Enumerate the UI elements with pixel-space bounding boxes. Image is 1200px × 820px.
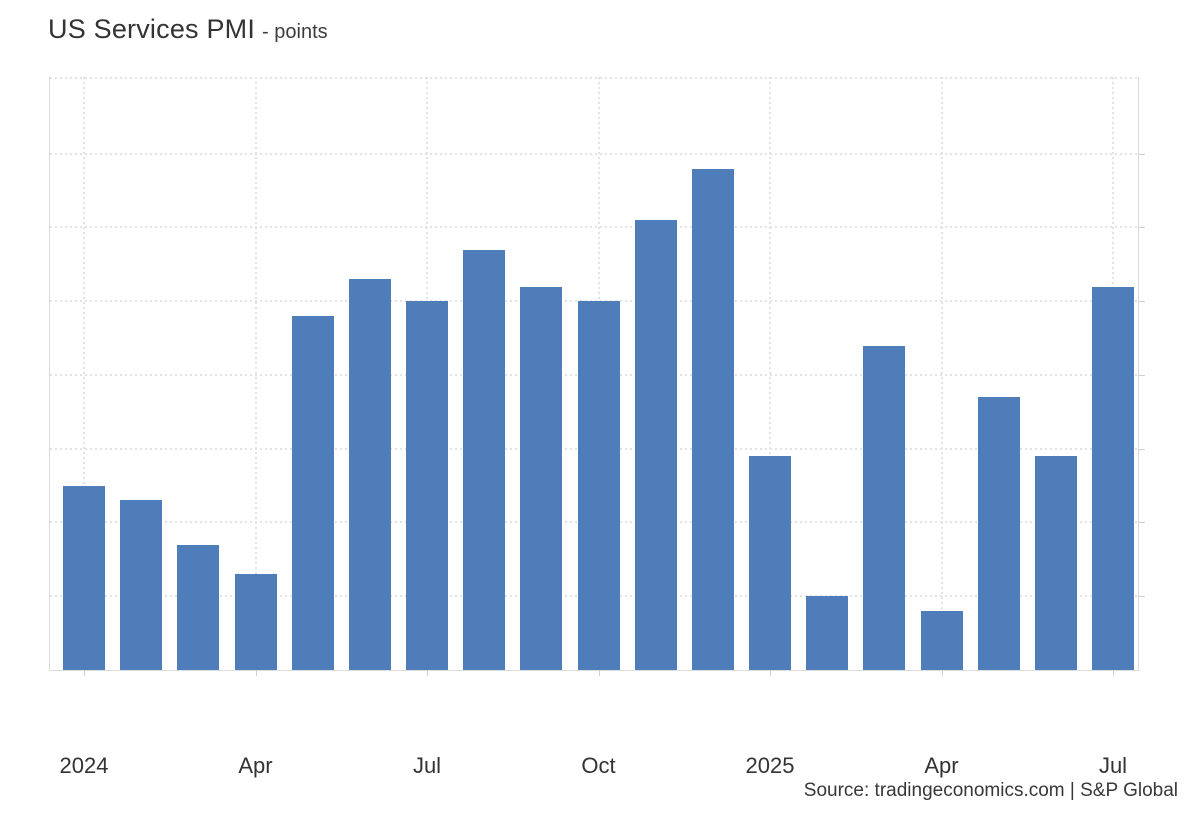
gridline-vertical — [769, 77, 771, 670]
x-axis-tick — [941, 670, 943, 676]
bar-nov-2024[interactable] — [634, 220, 677, 670]
y-axis-tick — [1138, 522, 1145, 524]
x-axis-label: Apr — [238, 753, 273, 778]
y-axis-tick — [1138, 153, 1145, 155]
y-axis-tick — [1138, 227, 1145, 229]
chart-title: US Services PMI — [48, 14, 256, 44]
chart-header: US Services PMI - points — [48, 14, 328, 45]
bar-jul-2024[interactable] — [406, 301, 448, 670]
source-attribution: Source: tradingeconomics.com | S&P Globa… — [803, 780, 1178, 801]
gridline-vertical — [254, 77, 257, 670]
x-axis-label: Apr — [924, 753, 959, 778]
bar-jan-2025[interactable] — [749, 456, 791, 670]
bar-mar-2025[interactable] — [863, 345, 906, 670]
x-axis-label: Jul — [1098, 753, 1128, 778]
plot-area: 515253545556572024AprJulOct2025AprJul — [49, 77, 1145, 778]
bar-apr-2025[interactable] — [920, 611, 963, 670]
gridline-vertical — [83, 77, 85, 670]
x-axis-label: Oct — [581, 753, 616, 778]
bar-jun-2025[interactable] — [1034, 456, 1077, 670]
plot-top-border — [50, 77, 1138, 79]
bar-may-2024[interactable] — [291, 316, 334, 670]
bar-mar-2024[interactable] — [177, 544, 220, 670]
y-axis-tick — [1138, 374, 1145, 376]
x-axis-label: Jul — [412, 753, 442, 778]
y-axis-tick — [1138, 448, 1145, 450]
bar-may-2025[interactable] — [977, 397, 1020, 670]
bar-jul-2025[interactable] — [1092, 286, 1134, 670]
x-axis-label: 2024 — [59, 753, 109, 778]
bar-feb-2024[interactable] — [120, 500, 163, 670]
bar-sep-2024[interactable] — [520, 286, 563, 670]
bar-aug-2024[interactable] — [463, 249, 506, 670]
x-axis-tick — [1113, 670, 1114, 676]
bar-dec-2024[interactable] — [691, 168, 734, 670]
gridline-horizontal — [50, 226, 1138, 229]
bar-jun-2024[interactable] — [348, 279, 391, 670]
x-axis-label: 2025 — [745, 753, 795, 778]
x-axis-tick — [598, 670, 600, 676]
gridline-horizontal — [50, 152, 1138, 155]
x-axis-tick — [427, 670, 428, 676]
y-axis-tick — [1138, 596, 1145, 598]
x-axis-tick — [84, 670, 85, 676]
bar-oct-2024[interactable] — [577, 301, 620, 670]
bar-apr-2024[interactable] — [234, 574, 277, 670]
x-axis-tick — [255, 670, 257, 676]
bar-jan-2024[interactable] — [63, 485, 105, 670]
bar-feb-2025[interactable] — [806, 596, 849, 670]
x-axis-tick — [770, 670, 771, 676]
gridline-vertical — [940, 77, 943, 670]
y-axis-tick — [1138, 301, 1145, 303]
chart-subtitle: - points — [262, 21, 328, 43]
